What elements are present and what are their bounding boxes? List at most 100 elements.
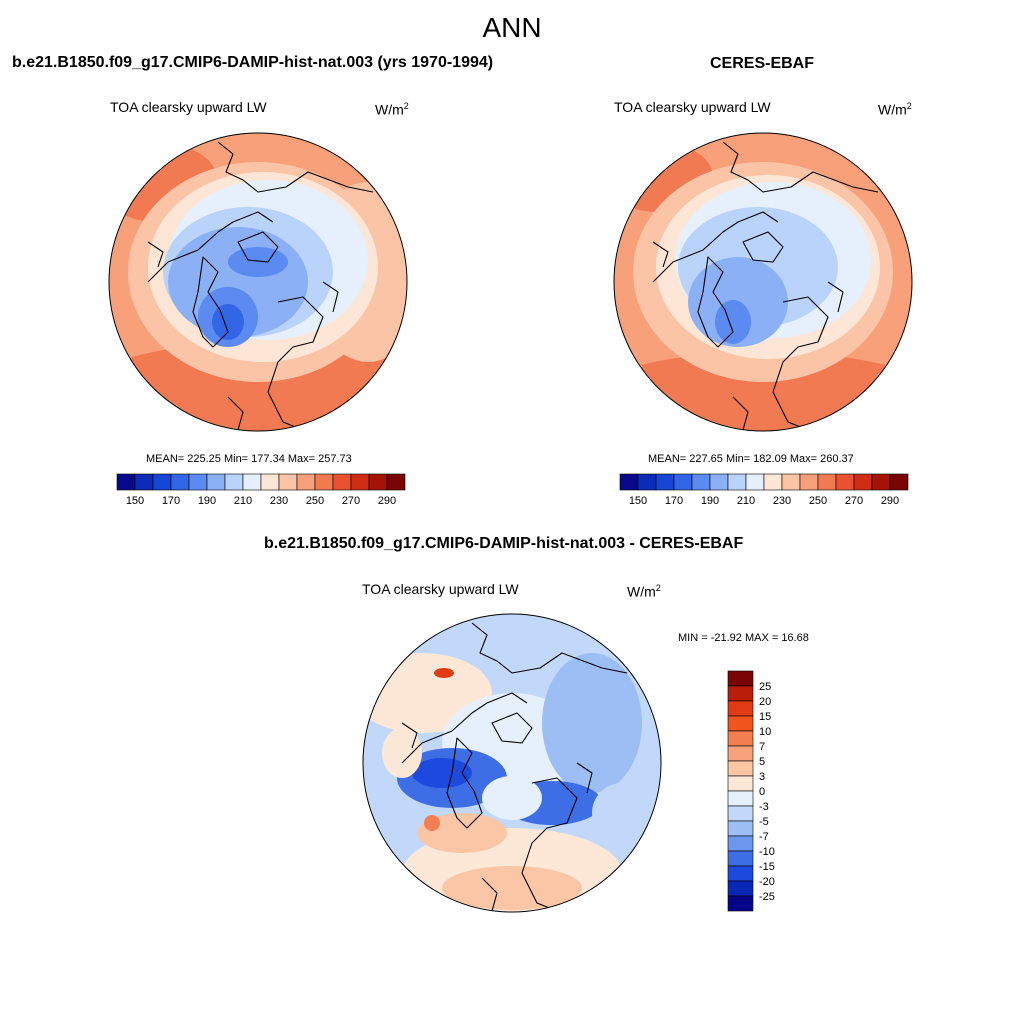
- diff-colorbar-box: [727, 850, 754, 867]
- obs-colorbar-labels: 150 170 190 210 230 250 270 290: [629, 495, 899, 507]
- obs-colorbar-box: [835, 473, 855, 491]
- obs-colorbar-box: [763, 473, 783, 491]
- diff-colorbar-label: -25: [759, 891, 775, 903]
- obs-colorbar-label: 190: [701, 495, 719, 507]
- model-coastlines: [147, 141, 374, 431]
- obs-colorbar-box: [727, 473, 747, 491]
- obs-panel-title: CERES-EBAF: [710, 55, 815, 72]
- obs-colorbar-box: [691, 473, 711, 491]
- model-colorbar-box: [350, 473, 370, 491]
- obs-colorbar-box: [781, 473, 801, 491]
- obs-colorbar-label: 150: [629, 495, 647, 507]
- diff-colorbar-box: [727, 790, 754, 807]
- model-stats: MEAN= 225.25 Min= 177.34 Max= 257.73: [146, 453, 352, 465]
- obs-colorbar-box: [799, 473, 819, 491]
- obs-colorbar-box: [871, 473, 891, 491]
- model-colorbar-box: [170, 473, 190, 491]
- diff-colorbar-label: -5: [759, 816, 769, 828]
- obs-colorbar-boxes: [619, 473, 909, 491]
- obs-colorbar-label: 290: [881, 495, 899, 507]
- model-colorbar-box: [386, 473, 406, 491]
- diff-colorbar-box: [727, 745, 754, 762]
- diff-colorbar-label: -20: [759, 876, 775, 888]
- model-colorbar-label: 290: [378, 495, 396, 507]
- model-panel-title: b.e21.B1850.f09_g17.CMIP6-DAMIP-hist-nat…: [12, 54, 494, 71]
- obs-units: W/m2: [878, 101, 912, 118]
- obs-polar-map: [613, 132, 913, 432]
- model-colorbar-box: [242, 473, 262, 491]
- diff-panel-title: b.e21.B1850.f09_g17.CMIP6-DAMIP-hist-nat…: [264, 535, 744, 552]
- diff-colorbar-box: [727, 895, 754, 912]
- obs-colorbar-box: [655, 473, 675, 491]
- diff-colorbar-box: [727, 670, 754, 687]
- obs-colorbar-box: [673, 473, 693, 491]
- obs-colorbar-box: [619, 473, 639, 491]
- diff-colorbar-label: 0: [759, 786, 765, 798]
- diff-colorbar-label: 20: [759, 696, 771, 708]
- diff-colorbar-box: [727, 835, 754, 852]
- obs-colorbar-label: 230: [773, 495, 791, 507]
- model-colorbar-box: [296, 473, 316, 491]
- model-colorbar-box: [188, 473, 208, 491]
- obs-colorbar-label: 170: [665, 495, 683, 507]
- diff-colorbar-box: [727, 820, 754, 837]
- diff-colorbar-box: [727, 730, 754, 747]
- diff-colorbar-boxes: [727, 670, 754, 912]
- diff-field-label: TOA clearsky upward LW: [362, 581, 519, 597]
- obs-colorbar: 150 170 190 210 230 250 270 290: [619, 473, 909, 507]
- diff-colorbar-box: [727, 865, 754, 882]
- diff-colorbar-label: 7: [759, 741, 765, 753]
- obs-field-label: TOA clearsky upward LW: [614, 99, 771, 115]
- diff-colorbar-label: 3: [759, 771, 765, 783]
- model-colorbar-box: [332, 473, 352, 491]
- model-colorbar: 150 170 190 210 230 250 270 290: [116, 473, 406, 507]
- diff-coastlines: [401, 622, 628, 912]
- figure-title: ANN: [482, 12, 542, 43]
- model-colorbar-label: 230: [270, 495, 288, 507]
- model-colorbar-label: 190: [198, 495, 216, 507]
- obs-colorbar-box: [889, 473, 909, 491]
- diff-polar-map: [362, 613, 662, 913]
- diff-colorbar-box: [727, 715, 754, 732]
- obs-colorbar-label: 270: [845, 495, 863, 507]
- model-colorbar-boxes: [116, 473, 406, 491]
- diff-colorbar-label: 25: [759, 681, 771, 693]
- obs-colorbar-box: [745, 473, 765, 491]
- model-polar-map: [108, 132, 408, 432]
- model-colorbar-box: [116, 473, 136, 491]
- diff-colorbar-box: [727, 775, 754, 792]
- model-colorbar-label: 250: [306, 495, 324, 507]
- obs-stats: MEAN= 227.65 Min= 182.09 Max= 260.37: [648, 453, 854, 465]
- diff-colorbar-box: [727, 700, 754, 717]
- model-colorbar-label: 170: [162, 495, 180, 507]
- obs-colorbar-box: [637, 473, 657, 491]
- obs-coastlines: [652, 141, 879, 431]
- diff-colorbar-label: -10: [759, 846, 775, 858]
- model-colorbar-box: [134, 473, 154, 491]
- diff-colorbar-label: -3: [759, 801, 769, 813]
- diff-colorbar: 25 20 15 10 7 5 3 0 -3 -5 -7 -10 -15 -20 -25: [727, 670, 775, 912]
- obs-colorbar-label: 210: [737, 495, 755, 507]
- diff-colorbar-label: -7: [759, 831, 769, 843]
- model-colorbar-label: 210: [234, 495, 252, 507]
- obs-colorbar-label: 250: [809, 495, 827, 507]
- diff-colorbar-box: [727, 805, 754, 822]
- model-colorbar-box: [278, 473, 298, 491]
- obs-colorbar-box: [817, 473, 837, 491]
- model-units: W/m2: [375, 101, 409, 118]
- model-field-label: TOA clearsky upward LW: [110, 99, 267, 115]
- obs-colorbar-box: [709, 473, 729, 491]
- diff-colorbar-box: [727, 880, 754, 897]
- model-colorbar-box: [314, 473, 334, 491]
- diff-colorbar-box: [727, 685, 754, 702]
- diff-colorbar-label: 10: [759, 726, 771, 738]
- diff-colorbar-label: -15: [759, 861, 775, 873]
- diff-units: W/m2: [627, 583, 661, 600]
- model-colorbar-box: [224, 473, 244, 491]
- diff-colorbar-label: 5: [759, 756, 765, 768]
- model-colorbar-box: [260, 473, 280, 491]
- model-colorbar-box: [152, 473, 172, 491]
- diff-colorbar-label: 15: [759, 711, 771, 723]
- diff-colorbar-box: [727, 760, 754, 777]
- model-colorbar-label: 270: [342, 495, 360, 507]
